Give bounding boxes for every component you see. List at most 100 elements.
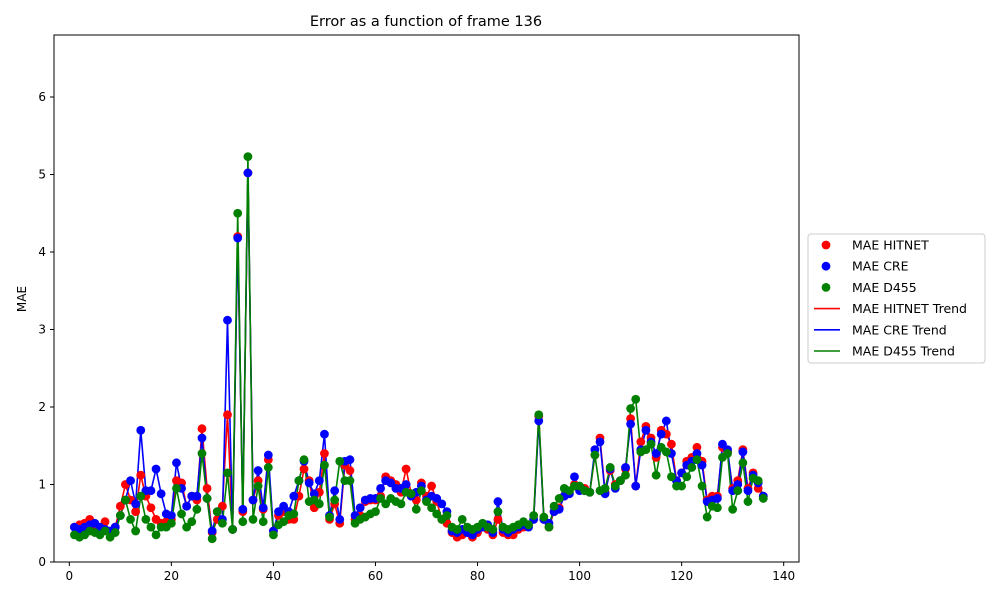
data-point <box>100 526 110 536</box>
legend-marker-1 <box>821 261 831 271</box>
data-point <box>692 442 702 452</box>
series-markers-2 <box>70 152 768 544</box>
data-point <box>437 499 447 509</box>
data-point <box>692 455 702 465</box>
data-point <box>605 463 615 472</box>
data-point <box>452 525 462 534</box>
data-point <box>427 503 436 513</box>
data-point <box>177 509 186 519</box>
data-point <box>238 517 248 527</box>
x-tick-label: 80 <box>470 569 485 583</box>
data-point <box>248 495 258 505</box>
data-point <box>335 456 345 466</box>
data-point <box>733 486 743 496</box>
legend-label: MAE D455 Trend <box>852 344 955 359</box>
data-point <box>243 168 253 178</box>
data-point <box>631 394 641 404</box>
data-point <box>345 455 355 465</box>
data-point <box>131 507 141 517</box>
data-point <box>743 486 753 496</box>
data-point <box>151 464 161 474</box>
x-tick-label: 140 <box>772 569 795 583</box>
data-point <box>320 449 329 458</box>
data-point <box>626 419 636 429</box>
data-point <box>753 476 763 486</box>
data-point <box>345 476 355 486</box>
data-point <box>202 494 212 503</box>
data-point <box>258 503 268 513</box>
data-point <box>330 495 340 505</box>
data-point <box>411 504 421 514</box>
data-point <box>697 481 707 491</box>
data-point <box>590 450 600 460</box>
data-point <box>197 424 207 434</box>
data-point <box>141 514 151 524</box>
data-point <box>661 447 671 457</box>
data-point <box>712 494 722 503</box>
data-point <box>166 518 176 528</box>
data-point <box>258 517 268 527</box>
data-point <box>207 526 217 536</box>
data-point <box>493 497 503 506</box>
data-point <box>279 517 289 527</box>
data-point <box>223 468 232 478</box>
data-point <box>667 439 676 449</box>
data-point <box>656 429 666 439</box>
x-tick-label: 20 <box>164 569 179 583</box>
x-tick-label: 120 <box>670 569 693 583</box>
data-point <box>549 501 559 511</box>
data-point <box>197 433 207 443</box>
data-point <box>595 437 605 447</box>
data-point <box>661 416 671 426</box>
data-point <box>570 472 579 482</box>
y-tick-label: 3 <box>38 323 46 337</box>
data-point <box>406 489 416 499</box>
data-point <box>223 410 232 420</box>
data-point <box>253 466 263 475</box>
data-point <box>289 491 299 501</box>
data-point <box>217 518 227 528</box>
data-point <box>626 404 636 413</box>
data-point <box>192 491 202 501</box>
data-point <box>294 476 304 486</box>
y-tick-label: 4 <box>38 245 46 259</box>
plot-area <box>70 152 768 544</box>
data-point <box>422 497 431 506</box>
data-point <box>712 503 722 513</box>
data-point <box>299 455 309 465</box>
y-tick-label: 6 <box>38 90 46 104</box>
data-point <box>677 481 687 491</box>
legend-frame <box>807 233 986 364</box>
data-point <box>692 449 702 458</box>
data-point <box>146 522 156 532</box>
data-point <box>371 507 380 517</box>
data-point <box>289 509 299 519</box>
data-point <box>126 514 135 524</box>
data-point <box>493 507 503 517</box>
data-point <box>401 464 411 474</box>
data-point <box>493 514 503 524</box>
chart-title: Error as a function of frame 136 <box>310 14 542 30</box>
data-point <box>299 464 309 474</box>
data-point <box>667 472 676 482</box>
data-point <box>182 501 192 511</box>
data-point <box>248 514 258 524</box>
data-point <box>156 489 166 499</box>
legend-label: MAE HITNET Trend <box>852 301 967 316</box>
data-point <box>263 450 273 460</box>
data-point <box>335 514 345 524</box>
data-point <box>238 504 248 514</box>
data-point <box>136 491 146 501</box>
data-point <box>126 476 135 486</box>
data-point <box>325 512 334 522</box>
data-point <box>524 520 533 530</box>
legend-label: MAE CRE Trend <box>852 322 947 337</box>
data-point <box>738 447 748 457</box>
data-point <box>207 534 217 544</box>
data-point <box>243 152 253 162</box>
data-point <box>263 463 273 472</box>
data-point <box>585 487 595 497</box>
data-point <box>309 489 319 499</box>
